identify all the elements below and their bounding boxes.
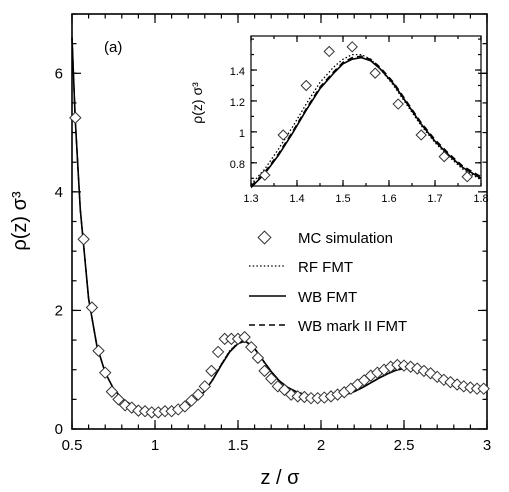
main-mc-point (69, 111, 82, 124)
legend-label-wb2: WB mark II FMT (298, 318, 407, 335)
legend-label-rf: RF FMT (298, 259, 353, 276)
legend-item-wb2: WB mark II FMT (249, 318, 407, 335)
main-mc-point (77, 233, 90, 246)
main-mc-point (92, 344, 105, 357)
main-markers (69, 111, 490, 419)
main-mc-point (98, 366, 112, 379)
main-mc-point (238, 330, 251, 344)
main-series-line-3 (71, 37, 488, 412)
inset-x-axis: 1.3 1.4 1.5 1.6 1.7 1.8 (243, 36, 489, 205)
main-y-tick-label: 6 (55, 65, 63, 82)
inset-mc-point (300, 79, 312, 92)
main-mc-point (211, 345, 225, 359)
main-mc-point (198, 380, 212, 393)
inset-mc-point (346, 41, 358, 53)
inset-mc-point (392, 98, 404, 110)
inset-mc-point (259, 169, 271, 181)
inset-y-axis-label: ρ(z) σ³ (189, 82, 205, 124)
inset-y-tick-label: 1.4 (230, 66, 245, 78)
main-plot: 0.5 1 1.5 2 2.5 3 0 2 4 6 (a) z / σ ρ(z) σ³ (9, 13, 491, 489)
inset-y-tick-label: 0.8 (230, 159, 245, 171)
inset-x-tick-label: 1.8 (473, 193, 488, 205)
inset-y-tick-label: 1 (239, 128, 245, 140)
main-y-tick-label: 4 (55, 184, 63, 201)
main-mc-point (251, 351, 265, 365)
inset-y-tick-label: 1.2 (230, 97, 245, 109)
main-series-line-1 (71, 37, 488, 412)
main-mc-point (205, 364, 218, 378)
legend-item-wb: WB FMT (249, 289, 357, 306)
inset-x-tick-label: 1.6 (381, 193, 396, 205)
inset-mc-point (415, 129, 427, 141)
inset-series-line-3 (250, 55, 482, 187)
legend-item-mc: MC simulation (257, 230, 393, 247)
legend: MC simulation RF FMT WB FMT WB mark II F… (249, 230, 407, 335)
inset-x-tick-label: 1.3 (243, 193, 258, 205)
main-mc-point (85, 301, 99, 314)
main-y-tick-label: 2 (55, 302, 63, 319)
main-y-tick-label: 0 (55, 421, 63, 438)
inset-mc-point (461, 171, 473, 183)
main-x-tick-label: 3 (483, 437, 491, 454)
main-y-axis: 0 2 4 6 (55, 13, 487, 438)
main-mc-point (245, 340, 258, 354)
main-mc-point (258, 364, 271, 378)
main-x-axis-label: z / σ (260, 467, 300, 489)
main-mc-point (185, 394, 198, 407)
panel-label: (a) (104, 39, 122, 56)
main-mc-point (477, 382, 490, 395)
main-x-tick-label: 0.5 (62, 437, 83, 454)
main-mc-point (191, 388, 205, 401)
legend-label-wb: WB FMT (298, 289, 357, 306)
inset-series-line-2 (250, 56, 482, 189)
inset-x-tick-label: 1.4 (289, 193, 304, 205)
inset-markers (259, 41, 473, 183)
main-curves (71, 37, 488, 412)
legend-label-mc: MC simulation (298, 230, 393, 247)
main-y-axis-label: ρ(z) σ³ (9, 191, 31, 251)
inset-mc-point (277, 129, 289, 141)
main-series-line-2 (71, 37, 488, 412)
inset-mc-point (438, 150, 450, 163)
main-mc-point (178, 400, 192, 413)
main-mc-point (112, 393, 125, 406)
main-x-tick-label: 1 (151, 437, 159, 454)
inset-y-axis: 0.8 1 1.2 1.4 (230, 38, 481, 179)
main-mc-point (105, 385, 119, 398)
inset-x-tick-label: 1.7 (427, 193, 442, 205)
inset-mc-point (369, 67, 381, 79)
main-x-axis: 0.5 1 1.5 2 2.5 3 (62, 14, 491, 454)
legend-item-rf: RF FMT (249, 259, 353, 276)
inset-curves (250, 53, 482, 189)
inset-x-tick-label: 1.5 (335, 193, 350, 205)
main-x-tick-label: 2.5 (394, 437, 415, 454)
inset-plot: 1.3 1.4 1.5 1.6 1.7 1.8 0.8 1 1.2 1.4 ρ(z) σ³ (189, 35, 489, 205)
inset-series-line-1 (250, 53, 482, 185)
legend-diamond-marker (257, 230, 272, 245)
main-x-tick-label: 1.5 (228, 437, 249, 454)
main-x-tick-label: 2 (317, 437, 325, 454)
inset-mc-point (323, 45, 335, 58)
main-mc-point (264, 372, 278, 385)
